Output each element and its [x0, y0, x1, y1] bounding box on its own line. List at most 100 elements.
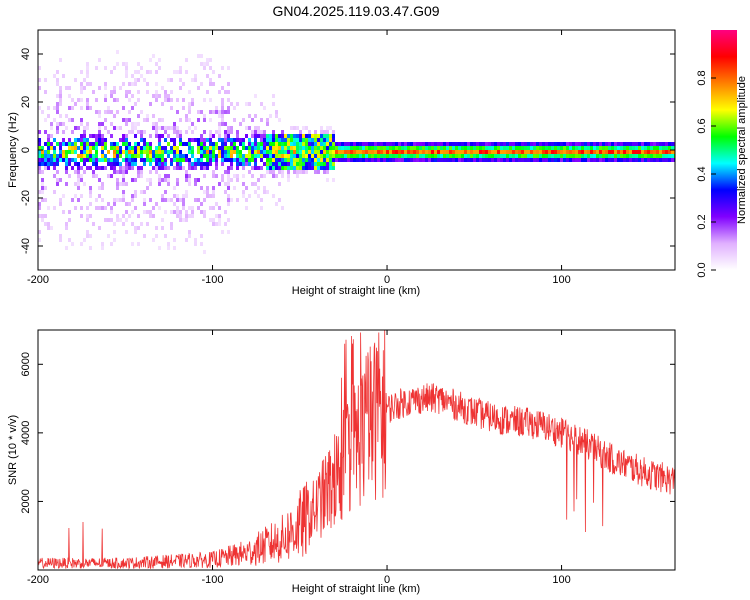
- spectrogram-cell: [644, 142, 647, 146]
- spectrogram-cell: [365, 154, 368, 158]
- spectrogram-cell: [275, 202, 278, 206]
- spectrogram-cell: [374, 158, 377, 162]
- spectrogram-cell: [122, 194, 125, 198]
- spectrogram-cell: [416, 154, 419, 158]
- spectrogram-cell: [158, 134, 161, 138]
- spectrogram-cell: [218, 130, 221, 134]
- spectrogram-cell: [350, 146, 353, 150]
- spectrogram-cell: [455, 154, 458, 158]
- spectrogram-cell: [299, 166, 302, 170]
- spectrogram-cell: [254, 190, 257, 194]
- spectrogram-cell: [272, 170, 275, 174]
- spectrogram-cell: [74, 170, 77, 174]
- spectrogram-cell: [167, 242, 170, 246]
- spectrogram-cell: [161, 154, 164, 158]
- spectrogram-cell: [74, 158, 77, 162]
- spectrogram-cell: [548, 150, 551, 154]
- spectrogram-cell: [122, 214, 125, 218]
- spectrogram-cell: [650, 142, 653, 146]
- spectrogram-cell: [233, 138, 236, 142]
- spectrogram-cell: [47, 222, 50, 226]
- spectrogram-cell: [212, 146, 215, 150]
- spectrogram-cell: [155, 130, 158, 134]
- spectrogram-cell: [287, 170, 290, 174]
- x-tick-label: 0: [384, 574, 390, 586]
- spectrogram-cell: [461, 150, 464, 154]
- spectrogram-cell: [197, 150, 200, 154]
- spectrogram-cell: [536, 150, 539, 154]
- spectrogram-cell: [203, 166, 206, 170]
- spectrogram-cell: [314, 166, 317, 170]
- spectrogram-cell: [110, 242, 113, 246]
- spectrogram-cell: [230, 178, 233, 182]
- spectrogram-cell: [80, 206, 83, 210]
- spectrogram-cell: [326, 150, 329, 154]
- spectrogram-cell: [116, 110, 119, 114]
- spectrogram-cell: [176, 146, 179, 150]
- spectrogram-cell: [659, 146, 662, 150]
- spectrogram-cell: [545, 146, 548, 150]
- spectrogram-cell: [155, 94, 158, 98]
- spectrogram-cell: [188, 182, 191, 186]
- spectrogram-cell: [485, 158, 488, 162]
- spectrogram-cell: [419, 142, 422, 146]
- spectrogram-cell: [287, 174, 290, 178]
- spectrogram-cell: [119, 182, 122, 186]
- spectrogram-cell: [494, 142, 497, 146]
- spectrogram-cell: [53, 74, 56, 78]
- spectrogram-cell: [161, 158, 164, 162]
- spectrogram-cell: [239, 154, 242, 158]
- spectrogram-cell: [152, 126, 155, 130]
- spectrogram-cell: [53, 106, 56, 110]
- spectrogram-cell: [209, 154, 212, 158]
- spectrogram-cell: [140, 170, 143, 174]
- spectrogram-cell: [305, 154, 308, 158]
- spectrogram-cell: [95, 98, 98, 102]
- spectrogram-cell: [320, 146, 323, 150]
- spectrogram-cell: [638, 154, 641, 158]
- spectrogram-cell: [131, 178, 134, 182]
- spectrogram-cell: [71, 198, 74, 202]
- spectrogram-cell: [188, 234, 191, 238]
- spectrogram-cell: [377, 154, 380, 158]
- spectrogram-cell: [431, 154, 434, 158]
- spectrogram-cell: [281, 170, 284, 174]
- spectrogram-cell: [302, 162, 305, 166]
- spectrogram-cell: [299, 142, 302, 146]
- spectrogram-cell: [299, 146, 302, 150]
- spectrogram-cell: [62, 210, 65, 214]
- spectrogram-cell: [380, 146, 383, 150]
- spectrogram-cell: [122, 174, 125, 178]
- spectrogram-cell: [194, 238, 197, 242]
- spectrogram-cell: [293, 150, 296, 154]
- spectrogram-cell: [71, 98, 74, 102]
- spectrogram-cell: [131, 74, 134, 78]
- spectrogram-cell: [329, 150, 332, 154]
- spectrogram-cell: [98, 126, 101, 130]
- spectrogram-cell: [125, 74, 128, 78]
- spectrogram-cell: [632, 158, 635, 162]
- spectrogram-cell: [296, 142, 299, 146]
- spectrogram-cell: [50, 146, 53, 150]
- spectrogram-cell: [266, 122, 269, 126]
- spectrogram-cell: [89, 150, 92, 154]
- spectrogram-cell: [602, 142, 605, 146]
- spectrogram-cell: [209, 134, 212, 138]
- spectrogram-cell: [662, 154, 665, 158]
- spectrogram-cell: [68, 146, 71, 150]
- spectrogram-cell: [206, 90, 209, 94]
- spectrogram-cell: [119, 198, 122, 202]
- spectrogram-cell: [623, 142, 626, 146]
- spectrogram-cell: [83, 150, 86, 154]
- spectrogram-cell: [206, 154, 209, 158]
- spectrogram-cell: [455, 150, 458, 154]
- spectrogram-cell: [338, 154, 341, 158]
- spectrogram-cell: [50, 142, 53, 146]
- spectrogram-cell: [350, 142, 353, 146]
- spectrogram-cell: [374, 154, 377, 158]
- spectrogram-cell: [251, 166, 254, 170]
- spectrogram-cell: [485, 150, 488, 154]
- spectrogram-cell: [215, 202, 218, 206]
- spectrogram-cell: [527, 154, 530, 158]
- spectrogram-cell: [341, 146, 344, 150]
